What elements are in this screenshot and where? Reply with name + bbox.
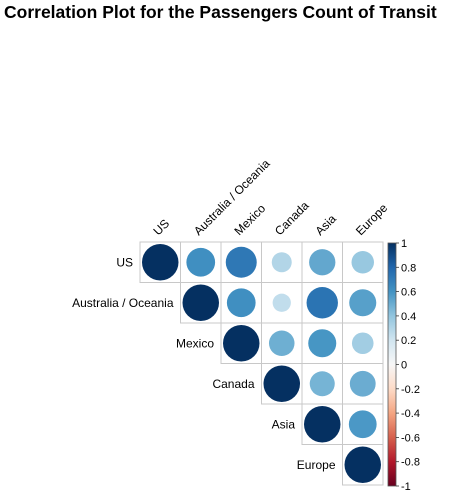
row-labels: US Australia / Oceania Mexico Canada Asia Eur… xyxy=(72,255,336,472)
legend-tick-label: -0.6 xyxy=(401,432,420,444)
corr-circle-us-us: US / US: 1 xyxy=(142,244,179,281)
legend-tick-label: 0.8 xyxy=(401,262,416,274)
column-label-asia: Asia xyxy=(312,211,339,238)
correlation-circles: US / US: 1US / Australia / Oceania: 0.62… xyxy=(142,244,381,483)
legend-color-bar xyxy=(387,242,397,487)
corr-circle-mexico-mexico: Mexico / Mexico: 1 xyxy=(223,325,260,362)
chart-title: Correlation Plot for the Passengers Coun… xyxy=(4,2,437,22)
legend-tick-label: -0.4 xyxy=(401,408,420,420)
corr-circle-canada-canada: Canada / Canada: 1 xyxy=(263,365,300,402)
corr-circle-asia-europe: Asia / Europe: 0.58 xyxy=(348,410,377,439)
corr-circle-asia-asia: Asia / Asia: 1 xyxy=(304,406,341,443)
corr-circle-us-asia: US / Asia: 0.52 xyxy=(309,249,336,276)
legend-tick-label: 0 xyxy=(401,360,407,372)
corr-circle-canada-asia: Canada / Asia: 0.47 xyxy=(309,371,335,397)
corr-circle-us-europe: US / Europe: 0.38 xyxy=(351,250,375,274)
column-label-us: US xyxy=(150,216,172,238)
row-label-australia-oceania: Australia / Oceania xyxy=(72,296,174,310)
row-label-canada: Canada xyxy=(212,377,254,391)
column-label-australia-oceania: Australia / Oceania xyxy=(191,156,273,238)
legend-tick-label: 1 xyxy=(401,238,407,250)
corr-circle-mexico-canada: Mexico / Canada: 0.49 xyxy=(268,330,295,357)
row-label-asia: Asia xyxy=(272,417,296,431)
row-label-mexico: Mexico xyxy=(176,336,214,350)
corr-circle-canada-europe: Canada / Europe: 0.5 xyxy=(349,370,376,397)
legend-tick-label: 0.4 xyxy=(401,311,416,323)
matrix-grid xyxy=(139,241,384,486)
corr-circle-australia-oceania-australia-oceania: Australia / Oceania / Australia / Oceani… xyxy=(182,284,219,321)
legend-tick-label: -0.2 xyxy=(401,384,420,396)
corr-circle-us-australia-oceania: US / Australia / Oceania: 0.62 xyxy=(186,247,216,277)
row-label-europe: Europe xyxy=(297,458,336,472)
column-label-europe: Europe xyxy=(353,201,390,238)
corr-circle-australia-oceania-canada: Australia / Oceania / Canada: 0.25 xyxy=(272,293,291,312)
color-legend: 1 0.8 0.6 0.4 0.2 0 -0.2 -0.4 -0.6 -0.8 -1 xyxy=(387,238,420,493)
column-label-canada: Canada xyxy=(272,198,312,238)
corr-circle-mexico-europe: Mexico / Europe: 0.35 xyxy=(351,332,374,355)
corr-circle-mexico-asia: Mexico / Asia: 0.59 xyxy=(308,329,337,358)
corr-circle-australia-oceania-asia: Australia / Oceania / Asia: 0.74 xyxy=(306,287,338,319)
row-label-us: US xyxy=(116,255,133,269)
corr-circle-australia-oceania-europe: Australia / Oceania / Europe: 0.55 xyxy=(349,289,377,317)
corr-circle-europe-europe: Europe / Europe: 1 xyxy=(344,446,381,483)
corr-circle-us-canada: US / Canada: 0.3 xyxy=(271,252,292,273)
legend-tick-label: -1 xyxy=(401,481,411,493)
column-label-mexico: Mexico xyxy=(231,201,268,238)
legend-tick-label: -0.8 xyxy=(401,457,420,469)
grid-cell xyxy=(261,322,303,364)
corr-circle-australia-oceania-mexico: Australia / Oceania / Mexico: 0.62 xyxy=(226,288,256,318)
legend-tick-label: 0.6 xyxy=(401,287,416,299)
corr-circle-us-mexico: US / Mexico: 0.72 xyxy=(225,246,257,278)
legend-tick-label: 0.2 xyxy=(401,335,416,347)
